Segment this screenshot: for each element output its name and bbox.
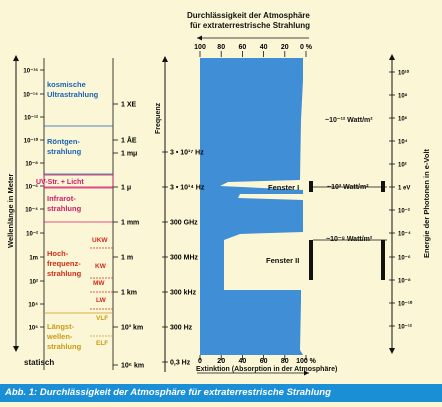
top-arrow-head: [197, 35, 202, 41]
wavelength-tick-label: 10⁻⁴: [25, 208, 38, 214]
window-1-label: Fenster I: [268, 183, 300, 192]
energy-arrow-down: [389, 348, 395, 354]
energy-tick-label: 1 eV: [398, 186, 410, 192]
power-3: ~10⁻⁸ Watt/m²: [326, 236, 373, 243]
energy-axis-title: Energie der Photonen in e-Volt: [422, 148, 431, 258]
wavelength-arrow-up: [13, 55, 19, 61]
window-2-marker: [309, 240, 313, 280]
wavelength-mark-label: 1 m: [121, 255, 133, 262]
top-axis-tick-label: 40: [260, 44, 268, 51]
sub-band-label: LW: [96, 297, 107, 304]
band-longwave: Längst-wellen-strahlung: [47, 322, 82, 351]
uv-box: [43, 174, 114, 188]
energy-tick-label: 10²: [398, 162, 407, 169]
left-axis-title: Wellenlänge in Meter: [6, 173, 15, 248]
energy-tick-label: 10⁶: [398, 117, 408, 123]
frequency-tick-label: 300 Hz: [170, 325, 193, 332]
bottom-axis-tick-label: 60: [260, 358, 268, 365]
wavelength-tick-label: 10²: [29, 279, 38, 286]
top-axis-title-1: Durchlässigkeit der Atmosphäre: [187, 11, 310, 20]
sub-band-label: UKW: [92, 237, 108, 244]
frequency-title: Frequenz: [155, 102, 162, 134]
wavelength-arrow-down: [13, 346, 19, 352]
band-xray: Röntgen-strahlung: [47, 137, 82, 156]
wavelength-mark-label: 1 μ: [121, 185, 131, 192]
wavelength-mark-label: 1 ÅE: [121, 136, 137, 145]
top-axis-tick-label: 20: [281, 44, 289, 51]
frequency-arrow-up: [162, 56, 168, 62]
top-axis-tick-label: 60: [239, 44, 247, 51]
window-2-right-marker: [381, 240, 385, 280]
energy-tick-label: 10⁻¹²: [398, 324, 412, 331]
frequency-tick-label: 300 MHz: [170, 255, 199, 262]
frequency-tick-label: 3 • 10¹⁷ Hz: [170, 150, 204, 157]
bottom-arrow-head: [304, 370, 309, 376]
wavelength-mark-label: 1 km: [121, 290, 137, 297]
frequency-tick-label: 300 GHz: [170, 220, 198, 227]
bottom-axis-tick-label: 0: [198, 358, 202, 365]
bottom-axis-tick-label: 80: [281, 358, 289, 365]
top-axis-tick-label: 100: [194, 44, 206, 51]
top-axis-tick-label: 0 %: [300, 44, 313, 51]
frequency-tick-label: 0,3 Hz: [170, 360, 191, 367]
wavelength-mark-label: 1 mμ: [121, 151, 137, 158]
energy-tick-label: 10⁻⁸: [398, 279, 411, 285]
power-1: ~10⁻¹² Watt/m²: [325, 117, 373, 124]
energy-tick-label: 10⁻²: [398, 208, 410, 215]
wavelength-mark-label: 10⁶ km: [121, 363, 144, 370]
wavelength-tick-label: 10⁻¹⁰: [24, 138, 39, 145]
bottom-axis-tick-label: 20: [217, 358, 225, 365]
energy-tick-label: 10¹⁰: [398, 70, 410, 77]
power-2: ~10³ Watt/m²: [327, 184, 369, 191]
wavelength-tick-label: 10⁻⁸: [25, 162, 38, 168]
wavelength-tick-label: 10⁻⁶: [25, 185, 38, 191]
energy-tick-label: 10⁸: [398, 94, 408, 100]
bottom-axis-title: Extinktion (Absorption in der Atmosphäre…: [196, 366, 338, 373]
wavelength-tick-label: 10⁻¹⁶: [23, 68, 38, 75]
wavelength-tick-label: 10⁻¹²: [24, 115, 38, 122]
figure-caption: Abb. 1: Durchlässigkeit der Atmosphäre f…: [0, 384, 442, 402]
wavelength-tick-label: 10⁻¹⁴: [23, 92, 38, 99]
wavelength-mark-label: 1 XE: [121, 102, 137, 109]
top-axis-title-2: für extraterrestrische Strahlung: [190, 21, 311, 30]
static-label: statisch: [24, 358, 55, 367]
sub-band-label: ELF: [96, 340, 108, 347]
top-axis-tick-label: 80: [217, 44, 225, 51]
band-cosmic: kosmische Ultrastrahlung: [47, 80, 99, 99]
energy-tick-label: 10⁻⁴: [398, 232, 411, 238]
wavelength-mark-label: 1 mm: [121, 220, 139, 227]
window-2-label: Fenster II: [266, 256, 300, 265]
wavelength-tick-label: 1m: [29, 256, 38, 262]
sub-band-label: KW: [95, 263, 107, 270]
band-ir: Infrarot-strahlung: [47, 194, 82, 213]
sub-band-label: MW: [93, 280, 105, 287]
wavelength-tick-label: 10⁻²: [26, 231, 38, 238]
energy-arrow-up: [389, 54, 395, 60]
band-uv: UV-Str. + Licht: [36, 179, 84, 186]
frequency-tick-label: 300 kHz: [170, 290, 197, 297]
bottom-axis-tick-label: 100 %: [296, 358, 317, 365]
sub-band-label: VLF: [96, 315, 108, 322]
energy-tick-label: 10⁴: [398, 140, 408, 146]
energy-tick-label: 10⁻¹⁰: [398, 301, 413, 308]
energy-tick-label: 10⁻⁶: [398, 256, 411, 262]
absorption-area: [200, 58, 303, 355]
window-1-right-marker: [381, 181, 385, 192]
window-1-marker: [309, 181, 313, 192]
wavelength-tick-label: 10⁴: [28, 303, 38, 309]
wavelength-mark-label: 10³ km: [121, 325, 143, 332]
bottom-axis-tick-label: 40: [239, 358, 247, 365]
frequency-tick-label: 3 • 10¹⁴ Hz: [170, 185, 205, 192]
band-hf: Hoch-frequenz-strahlung: [47, 249, 82, 278]
wavelength-tick-label: 10⁶: [29, 326, 39, 332]
